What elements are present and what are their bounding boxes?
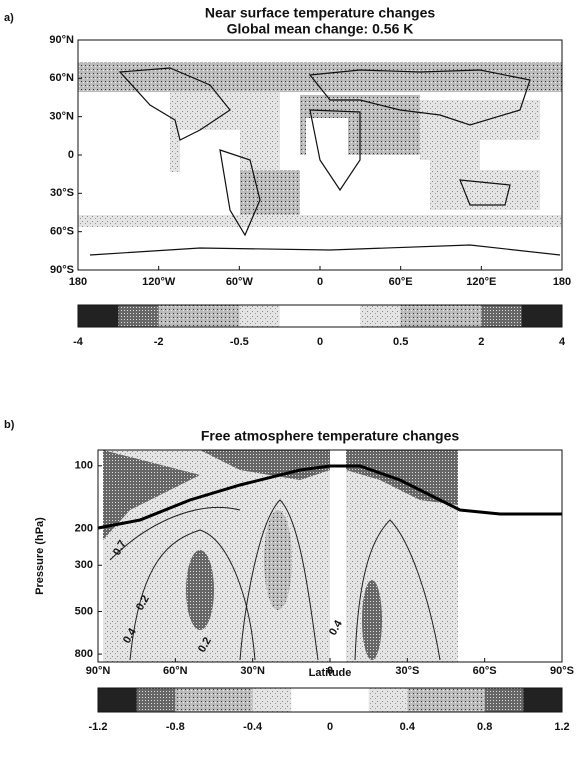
x-tick-label: 180	[553, 276, 571, 288]
chart-title: Near surface temperature changes	[205, 5, 436, 21]
colorbar-segment	[199, 305, 240, 327]
colorbar-segment	[175, 688, 215, 712]
colorbar-segment	[441, 305, 482, 327]
shade	[362, 580, 382, 660]
y-tick-label: 200	[75, 522, 93, 534]
colorbar-segment	[481, 305, 523, 327]
shade	[264, 510, 292, 610]
x-tick-label: 90°S	[550, 665, 574, 677]
no-data	[306, 118, 348, 163]
y-tick-label: 100	[75, 460, 93, 472]
map-field	[77, 39, 563, 271]
colorbar-segment	[407, 688, 447, 712]
colorbar-frame	[77, 304, 563, 328]
colorbar-segment	[136, 688, 176, 712]
colorbar-segment	[523, 688, 563, 712]
shade	[186, 550, 214, 630]
y-tick-label: 90°N	[49, 34, 74, 46]
x-tick-label: 60°W	[226, 276, 254, 288]
colorbar-tick-label: 0	[327, 721, 333, 733]
x-tick-label: 60°E	[389, 276, 413, 288]
y-tick-label: 60°S	[50, 226, 74, 238]
colorbar-tick-label: -0.5	[230, 336, 249, 348]
no-data	[90, 100, 150, 210]
x-tick-label: 60°S	[473, 665, 497, 677]
no-data	[360, 160, 430, 210]
colorbar-tick-label: 0.4	[400, 721, 416, 733]
x-tick-label: 0	[317, 276, 323, 288]
chart-subtitle: Global mean change: 0.56 K	[227, 21, 414, 37]
colorbar-segment	[360, 305, 402, 327]
colorbar-segment	[214, 688, 254, 712]
y-axis-label: Pressure (hPa)	[34, 517, 46, 595]
colorbar-segment	[484, 688, 524, 712]
coastline	[89, 67, 561, 256]
colorbar-segment	[446, 688, 486, 712]
colorbar-tick-label: -0.4	[243, 721, 263, 733]
y-tick-label: 0	[68, 149, 74, 161]
colorbar-segment	[330, 688, 370, 712]
cross-section	[97, 449, 563, 663]
y-tick-label: 90°S	[50, 264, 74, 276]
colorbar-tick-label: -2	[154, 336, 164, 348]
panel-label: b)	[4, 419, 15, 431]
y-tick-label: 800	[75, 648, 93, 660]
y-tick-label: 30°S	[50, 187, 74, 199]
shade	[240, 170, 300, 220]
contour-line	[109, 499, 441, 661]
shade	[103, 450, 330, 540]
chart-title: Free atmosphere temperature changes	[201, 428, 460, 444]
colorbar-tick-label: -1.2	[89, 721, 108, 733]
x-tick-label: 30°N	[240, 665, 265, 677]
colorbar-segment	[158, 305, 200, 327]
x-tick-label: 90°N	[86, 665, 111, 677]
colorbar-segment	[118, 305, 160, 327]
y-tick-label: 300	[75, 559, 93, 571]
colorbar-tick-label: -4	[73, 336, 84, 348]
colorbar-tick-label: -0.8	[166, 721, 185, 733]
colorbar-tick-label: 2	[478, 336, 484, 348]
x-tick-label: 180	[69, 276, 87, 288]
colorbar-tick-label: 1.2	[554, 721, 569, 733]
no-data	[180, 130, 240, 210]
x-tick-label: 120°E	[466, 276, 496, 288]
x-axis-label: Latitude	[309, 667, 352, 679]
colorbar-segment	[252, 688, 292, 712]
colorbar-tick-label: 4	[559, 336, 566, 348]
colorbar-tick-label: 0.8	[477, 721, 492, 733]
y-tick-label: 500	[75, 605, 93, 617]
colorbar-tick-label: 0	[317, 336, 323, 348]
colorbar-segment	[98, 688, 138, 712]
colorbar-segment	[78, 305, 119, 327]
tropopause	[97, 464, 562, 530]
y-tick-label: 30°N	[49, 111, 74, 123]
no-data	[480, 140, 540, 170]
colorbar-frame	[97, 687, 563, 713]
colorbar-segment	[239, 305, 281, 327]
x-tick-label: 120°W	[142, 276, 176, 288]
colorbar-segment	[279, 305, 321, 327]
x-tick-label: 30°S	[395, 665, 419, 677]
shade	[346, 450, 458, 505]
colorbar-tick-label: 0.5	[393, 336, 408, 348]
colorbar-segment	[521, 305, 563, 327]
x-tick-label: 0	[327, 665, 333, 677]
shade	[78, 215, 562, 227]
colorbar-segment	[291, 688, 331, 712]
x-tick-label: 60°N	[163, 665, 188, 677]
colorbar-segment	[320, 305, 361, 327]
panel-label: a)	[4, 12, 14, 24]
y-tick-label: 60°N	[49, 72, 74, 84]
colorbar-segment	[368, 688, 408, 712]
colorbar-segment	[400, 305, 442, 327]
